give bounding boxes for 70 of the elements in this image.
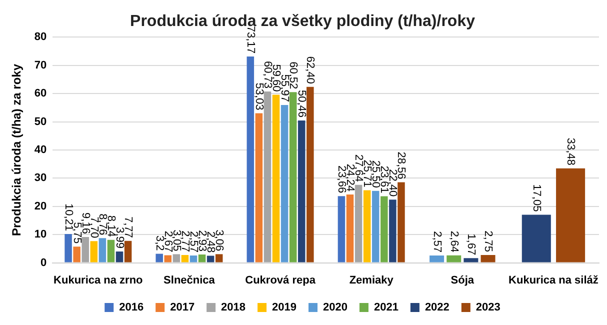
bar [398, 182, 405, 262]
bar [90, 241, 98, 262]
data-label: 23,66 [335, 166, 348, 194]
data-label: 2,75 [482, 230, 494, 252]
bar [372, 190, 380, 262]
x-tick-label: Cukrová repa [245, 274, 316, 286]
y-tick-label: 50 [34, 116, 47, 128]
y-tick-label: 20 [34, 200, 47, 212]
data-label: 73,17 [244, 26, 256, 54]
bar [116, 252, 124, 262]
bar [280, 104, 288, 262]
y-tick-label: 80 [34, 31, 47, 44]
legend-label: 2016 [119, 302, 144, 314]
legend-label: 2018 [221, 302, 246, 314]
bar [98, 238, 106, 262]
y-tick-label: 70 [34, 59, 47, 72]
x-tick-label: Sója [450, 274, 475, 286]
bar [156, 254, 163, 262]
bar [389, 200, 396, 262]
bar [164, 255, 172, 262]
bar [181, 254, 189, 262]
bar [338, 196, 346, 262]
bar [172, 254, 180, 262]
bar [255, 113, 263, 262]
legend-label: 2019 [272, 302, 297, 314]
bar [190, 256, 198, 262]
bar [206, 256, 214, 262]
data-label: 60,52 [287, 62, 300, 90]
data-label: 17,05 [530, 184, 542, 212]
legend-label: 2021 [374, 302, 398, 314]
x-tick-label: Kukurica na zrno [54, 274, 144, 286]
bar [107, 240, 115, 262]
data-label: 53,03 [252, 82, 265, 110]
data-label: 33,48 [564, 138, 577, 166]
x-tick-label: Kukurica na siláž [508, 274, 599, 286]
bar [264, 92, 272, 262]
bar [246, 56, 254, 262]
y-tick-label: 60 [34, 88, 47, 100]
bar [82, 236, 89, 262]
bar [215, 254, 223, 262]
bar [73, 246, 80, 262]
bar [272, 94, 280, 262]
bar [289, 92, 297, 262]
y-tick-label: 30 [34, 172, 47, 184]
legend-label: 2022 [424, 302, 450, 314]
bar [346, 194, 354, 262]
bar [354, 184, 362, 262]
data-label: 1,67 [464, 234, 477, 256]
legend-label: 2023 [476, 302, 500, 314]
data-label: 3,2 [153, 235, 166, 251]
bar [198, 254, 206, 262]
data-label: 2,64 [448, 230, 460, 252]
bar [298, 120, 306, 262]
y-tick-label: 40 [34, 144, 47, 156]
bar [306, 86, 314, 262]
legend-label: 2017 [170, 302, 195, 314]
data-label: 50,46 [296, 90, 308, 118]
y-tick-label: 10 [34, 228, 47, 241]
y-axis-title: Produkcia úroda (t/ha) za roky [10, 64, 24, 236]
x-tick-label: Slnečnica [164, 274, 216, 286]
bar [124, 240, 132, 262]
bar [380, 196, 388, 262]
x-tick-label: Zemiaky [349, 274, 394, 286]
data-label: 2,57 [430, 231, 443, 253]
data-label: 2,48 [204, 231, 217, 253]
y-tick-label: 0 [40, 256, 47, 269]
legend-label: 2020 [323, 302, 348, 314]
bar [64, 234, 72, 262]
data-label: 62,40 [304, 56, 316, 84]
bar [363, 190, 371, 262]
